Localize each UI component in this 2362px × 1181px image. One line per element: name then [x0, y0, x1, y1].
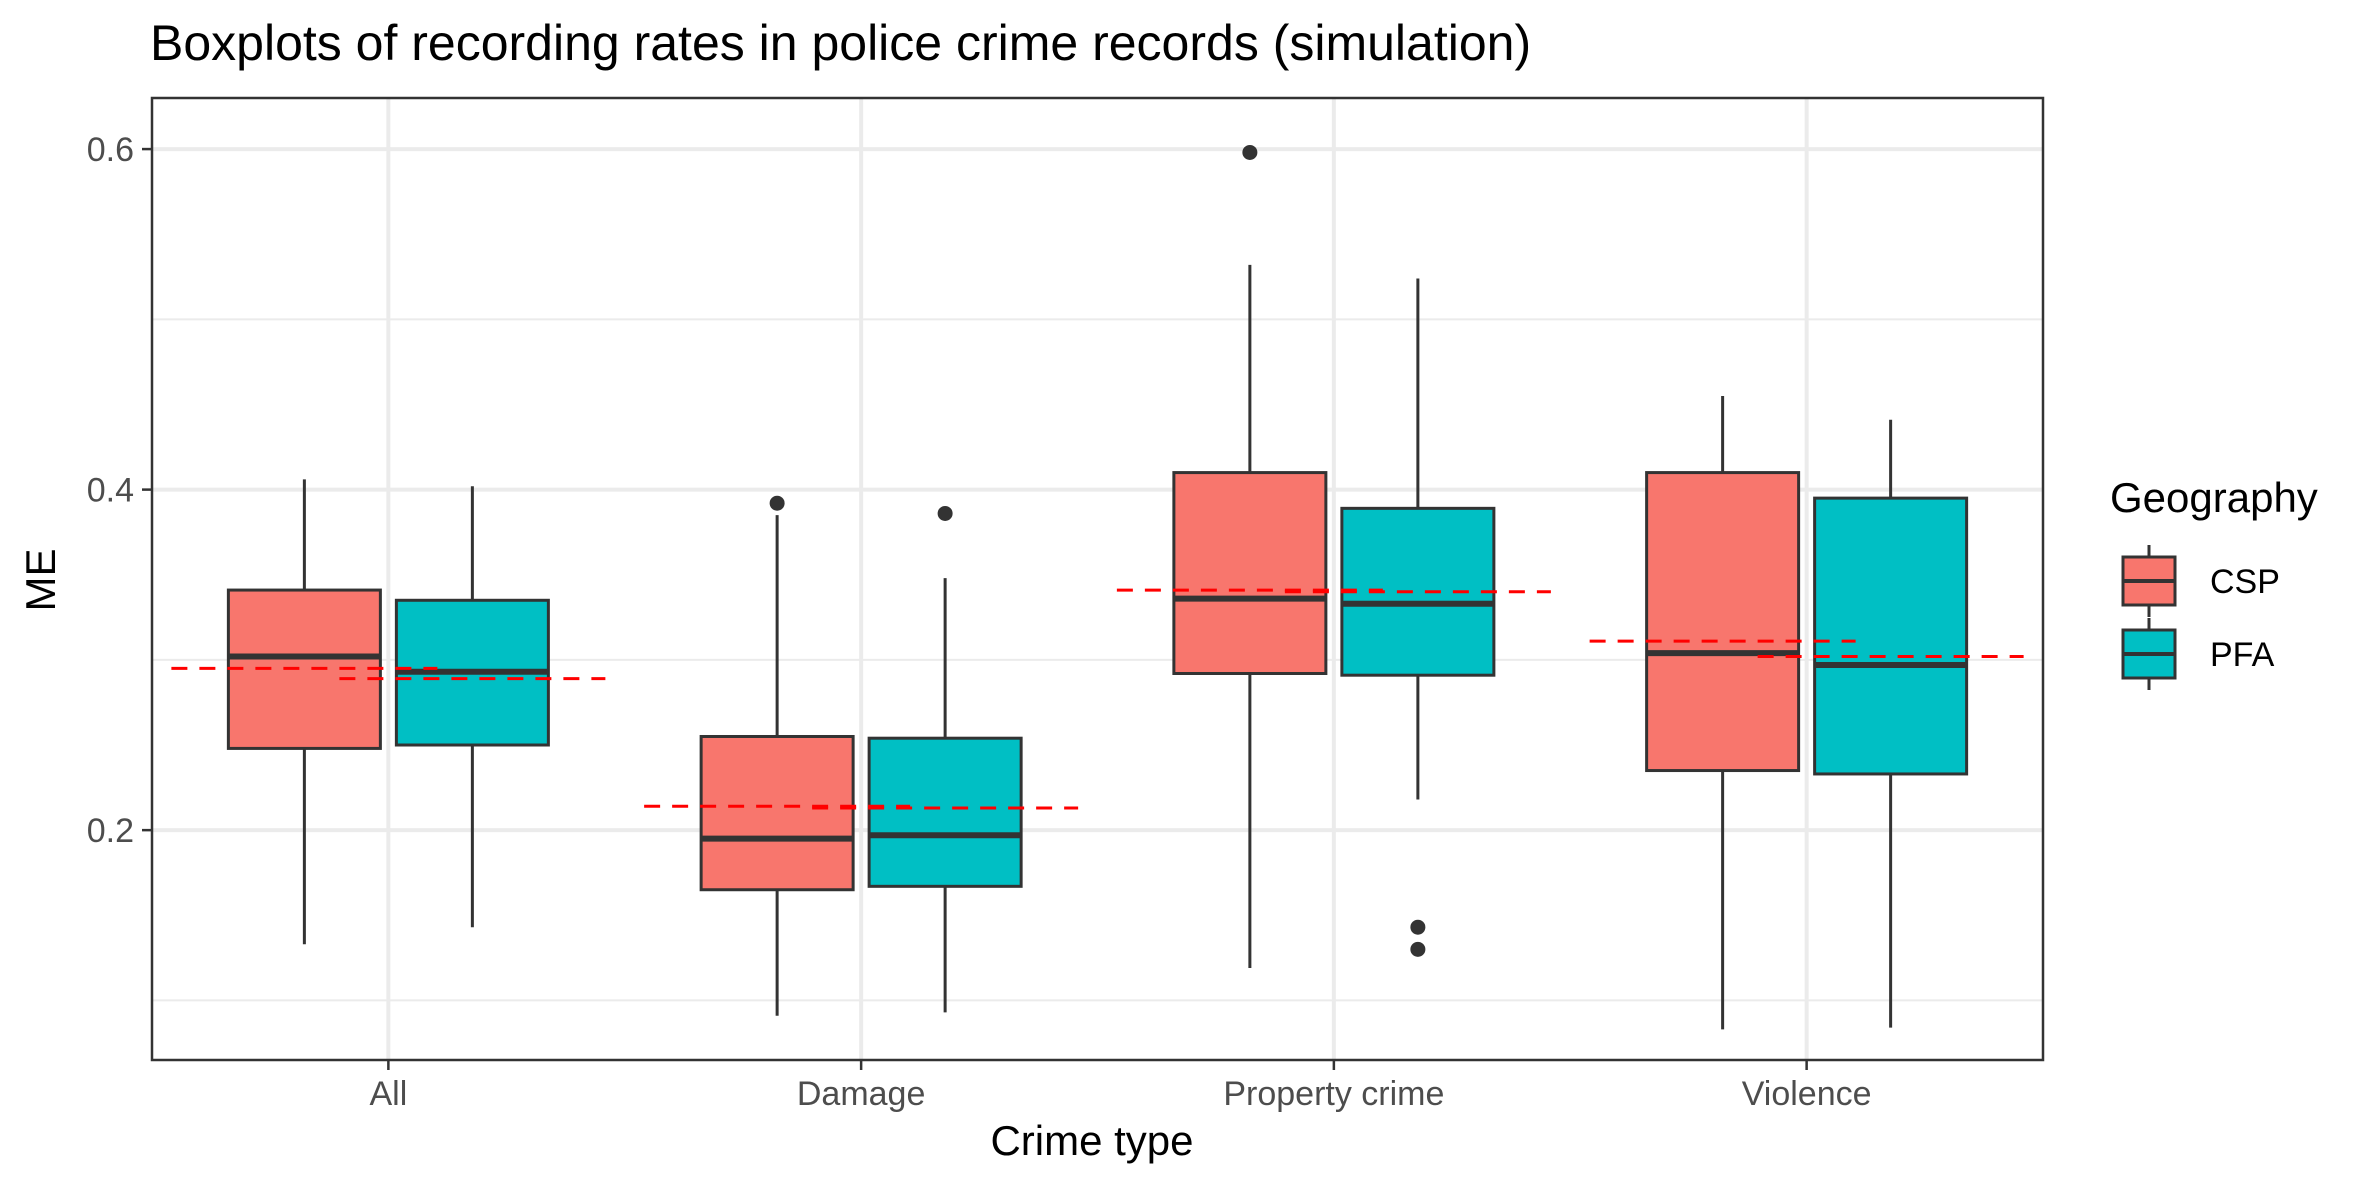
y-axis-title: ME: [17, 549, 64, 612]
outlier-point: [1242, 144, 1258, 160]
box-pfa: [1340, 506, 1496, 677]
chart-title: Boxplots of recording rates in police cr…: [150, 15, 1531, 71]
legend-item-csp: CSP: [2121, 545, 2280, 617]
x-tick-label: Damage: [797, 1075, 926, 1113]
y-tick-label: 0.4: [87, 472, 134, 510]
outlier-point: [769, 495, 785, 511]
legend-title: Geography: [2110, 474, 2318, 521]
box-csp: [1172, 471, 1328, 675]
x-axis-title: Crime type: [990, 1117, 1193, 1164]
box-pfa: [1813, 496, 1969, 776]
outlier-point: [1410, 919, 1426, 935]
x-tick-label: Property crime: [1223, 1075, 1444, 1113]
plot-border: [150, 96, 2045, 1062]
y-tick-label: 0.6: [87, 131, 134, 169]
box-csp: [226, 588, 382, 750]
legend: Geography CSP PFA: [2110, 474, 2318, 690]
box-csp: [1645, 471, 1801, 773]
outlier-point: [1410, 941, 1426, 957]
plot-marks: [150, 96, 2045, 1062]
box-pfa: [867, 736, 1023, 888]
legend-label: CSP: [2210, 563, 2280, 601]
outlier-point: [937, 505, 953, 521]
x-tick-label: Violence: [1742, 1075, 1872, 1113]
y-tick-label: 0.2: [87, 812, 134, 850]
x-tick-label: All: [369, 1075, 407, 1113]
box-csp: [699, 734, 855, 892]
legend-item-pfa: PFA: [2121, 618, 2275, 690]
legend-label: PFA: [2210, 636, 2275, 674]
